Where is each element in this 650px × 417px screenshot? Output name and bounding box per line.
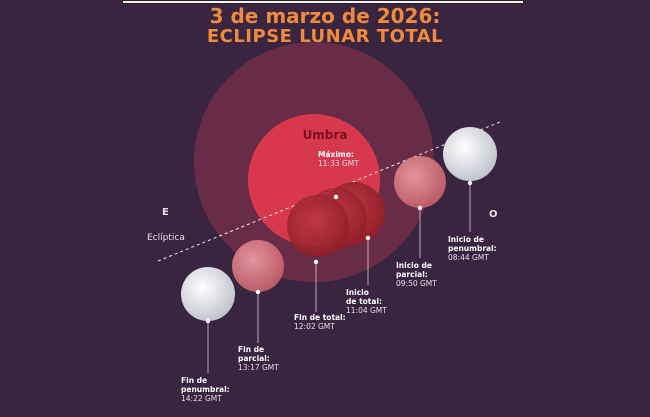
- label-line: Fin de total:: [294, 313, 346, 322]
- title-subtitle: ECLIPSE LUNAR TOTAL: [206, 26, 444, 47]
- label-line: penumbral:: [181, 385, 230, 394]
- dot-maximo: [333, 194, 339, 200]
- label-time: 13:17 GMT: [238, 363, 279, 372]
- label-inicio-penumbral: Inicio de penumbral: 08:44 GMT: [448, 227, 502, 262]
- label-line: Inicio de: [448, 235, 484, 244]
- label-time: 08:44 GMT: [448, 253, 489, 262]
- dot-fin-parcial: [255, 289, 261, 295]
- ecliptic-label: Eclíptica: [147, 233, 185, 243]
- dot-fin-total: [313, 259, 319, 265]
- label-line: Fin de: [181, 376, 207, 385]
- dot-fin-penumbral: [205, 318, 211, 324]
- label-line: parcial:: [238, 354, 270, 363]
- label-time: 11:33 GMT: [318, 159, 359, 168]
- moon-inicio-parcial: [394, 156, 446, 208]
- dot-inicio-penumbral: [467, 180, 473, 186]
- label-time: 09:50 GMT: [396, 279, 437, 288]
- label-inicio-parcial: Inicio de parcial: 09:50 GMT: [396, 253, 437, 288]
- top-bar: [122, 0, 524, 4]
- moon-inicio-penumbral: [443, 127, 497, 181]
- label-line: Inicio: [346, 288, 369, 297]
- label-line: de total:: [346, 297, 382, 306]
- title-date: 3 de marzo de 2026:: [209, 4, 441, 28]
- label-line: Inicio de: [396, 261, 432, 270]
- dot-inicio-parcial: [417, 205, 423, 211]
- label-line: Fin de: [238, 345, 264, 354]
- west-label: O: [489, 209, 498, 220]
- moon-fin-parcial: [232, 240, 284, 292]
- label-line: parcial:: [396, 270, 428, 279]
- label-fin-total: Fin de total: 12:02 GMT: [294, 305, 351, 331]
- label-fin-penumbral: Fin de penumbral: 14:22 GMT: [181, 368, 235, 403]
- label-time: 11:04 GMT: [346, 306, 387, 315]
- label-inicio-total: Inicio de total: 11:04 GMT: [346, 280, 387, 315]
- label-time: 14:22 GMT: [181, 394, 222, 403]
- label-fin-parcial: Fin de parcial: 13:17 GMT: [238, 337, 279, 372]
- moon-fin-total: [287, 195, 349, 257]
- label-time: 12:02 GMT: [294, 322, 335, 331]
- moon-fin-penumbral: [181, 267, 235, 321]
- label-line: Máximo:: [318, 150, 354, 159]
- dot-inicio-total: [365, 235, 371, 241]
- umbra-label: Umbra: [303, 128, 348, 142]
- label-line: penumbral:: [448, 244, 497, 253]
- ecliptic-line: [157, 121, 501, 262]
- east-label: E: [162, 207, 169, 218]
- label-maximo: Máximo: 11:33 GMT: [318, 142, 359, 168]
